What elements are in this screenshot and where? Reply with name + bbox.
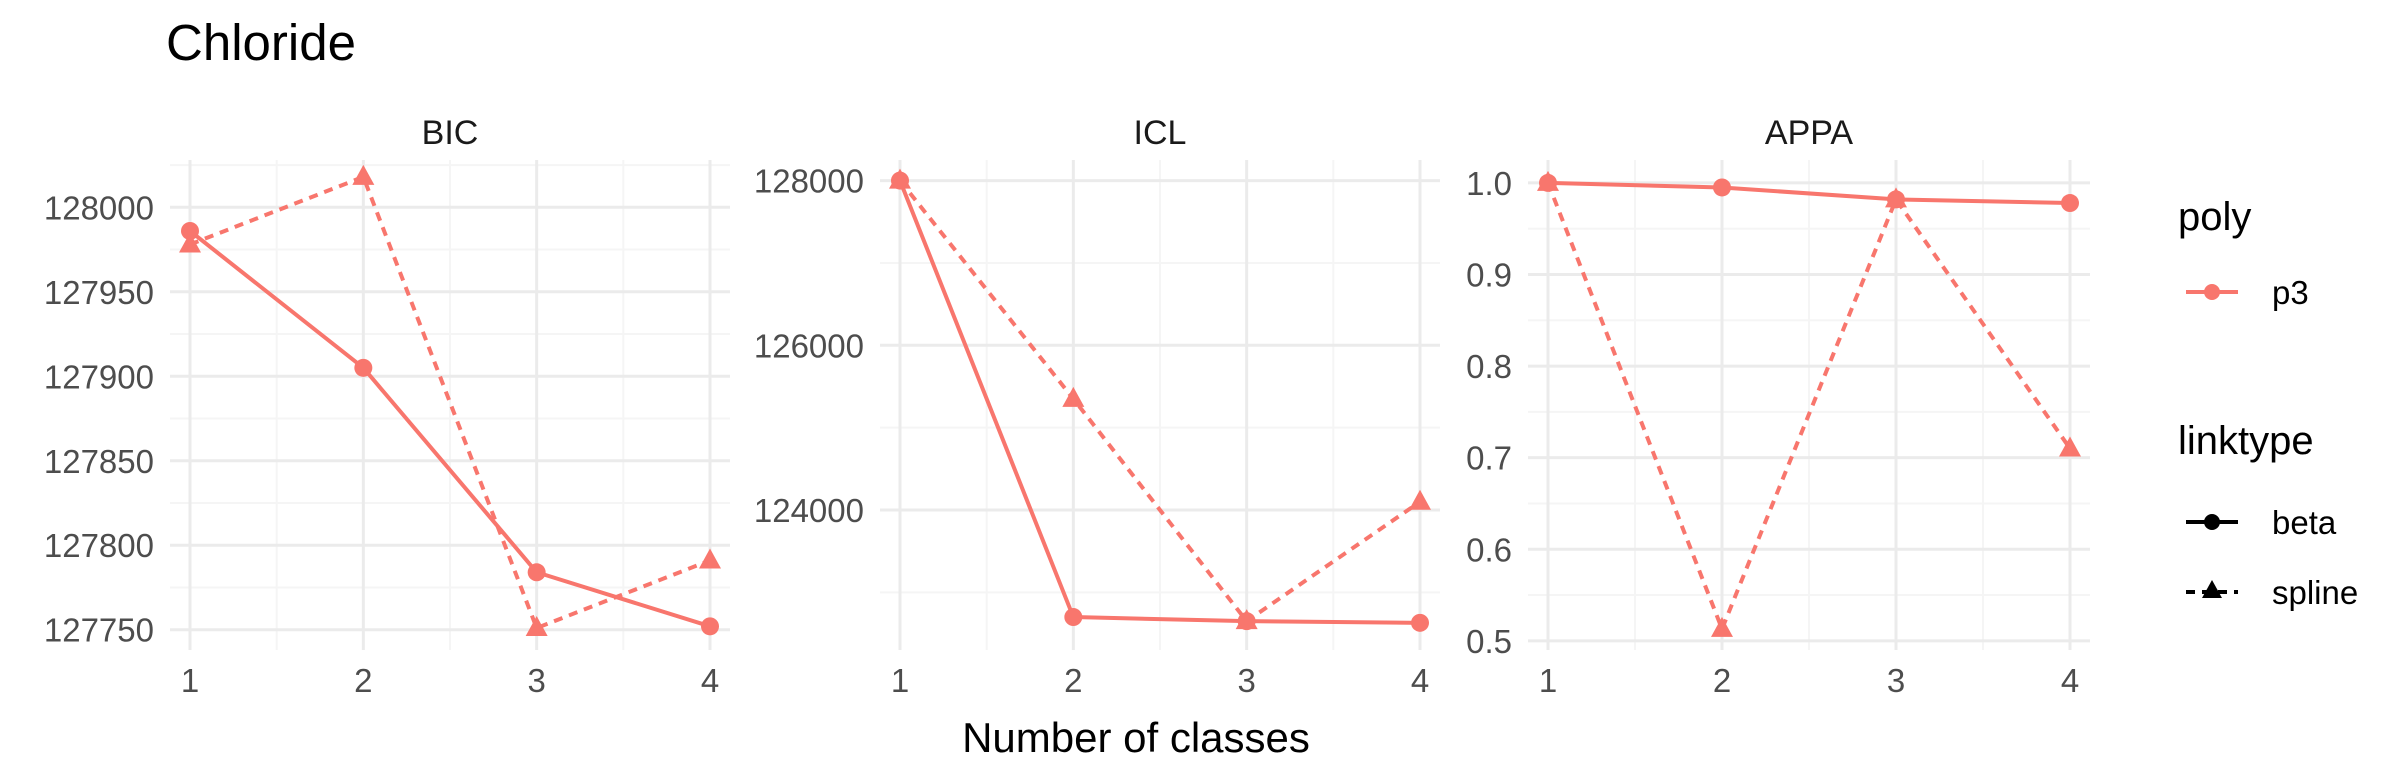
- y-tick-label: 0.8: [1466, 348, 1512, 385]
- y-tick-label: 127800: [44, 527, 154, 564]
- panel-bic: 127750 127800 127850 127900 127950 128000 1 2 3 4…: [44, 114, 730, 699]
- series-line-beta: [898, 179, 1421, 625]
- data-point-spline: [1062, 386, 1085, 407]
- panel-title: APPA: [1765, 114, 1854, 152]
- y-tick-label: 0.9: [1466, 256, 1512, 293]
- x-tick-label: 2: [1064, 662, 1082, 699]
- data-point-spline: [1885, 187, 1907, 208]
- y-tick-label: 127850: [44, 443, 154, 480]
- series-line-beta: [1547, 180, 2071, 206]
- x-tick-label: 1: [181, 662, 199, 699]
- x-tick-label: 1: [1539, 662, 1557, 699]
- y-tick-label: 0.7: [1466, 440, 1512, 477]
- data-point-beta: [1064, 608, 1083, 627]
- x-tick-label: 4: [2061, 662, 2079, 699]
- x-tick-label: 3: [1237, 662, 1255, 699]
- series-line-beta: [188, 229, 711, 629]
- data-point-beta: [2061, 194, 2079, 213]
- legend-key-spline-marker: [2202, 580, 2222, 598]
- data-point-spline: [525, 616, 548, 637]
- x-tick-label: 3: [527, 662, 545, 699]
- legend-key-beta-marker: [2204, 514, 2220, 530]
- y-tick-label: 126000: [754, 327, 864, 364]
- x-axis-label: Number of classes: [962, 714, 1310, 761]
- x-tick-label: 3: [1887, 662, 1905, 699]
- x-tick-label: 4: [1411, 662, 1429, 699]
- legend-title-poly: poly: [2178, 195, 2251, 239]
- data-point-beta: [181, 221, 199, 240]
- legend-item-spline: spline: [2272, 574, 2358, 611]
- data-point-beta: [1713, 178, 1731, 197]
- panel-title: ICL: [1134, 114, 1187, 152]
- data-point-spline: [889, 168, 911, 189]
- y-tick-label: 0.5: [1466, 623, 1512, 660]
- panel-title: BIC: [422, 114, 479, 152]
- data-point-spline: [1235, 609, 1258, 630]
- y-tick-label: 0.6: [1466, 531, 1512, 568]
- x-tick-label: 1: [891, 662, 909, 699]
- x-tick-label: 2: [1713, 662, 1731, 699]
- data-point-spline: [2059, 436, 2081, 457]
- y-tick-label: 1.0: [1466, 165, 1512, 202]
- legend-title-linktype: linktype: [2178, 419, 2314, 463]
- data-point-beta: [527, 563, 546, 582]
- series-line-spline: [898, 179, 1422, 624]
- legend: poly p3 linktype beta spline: [2178, 195, 2358, 611]
- data-point-spline: [1711, 616, 1733, 637]
- x-tick-label: 4: [701, 662, 719, 699]
- y-tick-label: 128000: [754, 163, 864, 200]
- data-point-spline: [179, 232, 201, 253]
- y-tick-label: 128000: [44, 189, 154, 226]
- data-point-spline: [1409, 489, 1431, 510]
- legend-item-beta: beta: [2272, 504, 2337, 541]
- data-point-spline: [699, 548, 721, 569]
- legend-item-p3: p3: [2272, 274, 2309, 311]
- panel-appa: 0.5 0.6 0.7 0.8 0.9 1.0 1 2 3 4 APPA: [1466, 114, 2090, 699]
- legend-key-p3-marker: [2204, 284, 2220, 300]
- data-point-spline: [352, 164, 375, 185]
- y-tick-label: 127900: [44, 358, 154, 395]
- y-tick-label: 127950: [44, 274, 154, 311]
- y-tick-label: 127750: [44, 612, 154, 649]
- data-point-beta: [354, 358, 373, 377]
- series-line-spline: [1546, 182, 2072, 631]
- data-point-beta: [1411, 613, 1429, 632]
- chart-title: Chloride: [166, 14, 356, 71]
- data-point-spline: [1537, 170, 1559, 191]
- panels: 127750 127800 127850 127900 127950 128000 1 2 3 4…: [44, 114, 2090, 699]
- x-tick-label: 2: [354, 662, 372, 699]
- y-tick-label: 124000: [754, 492, 864, 529]
- panel-icl: 124000 126000 128000 1 2 3 4 ICL: [754, 114, 1440, 699]
- data-point-beta: [701, 617, 719, 636]
